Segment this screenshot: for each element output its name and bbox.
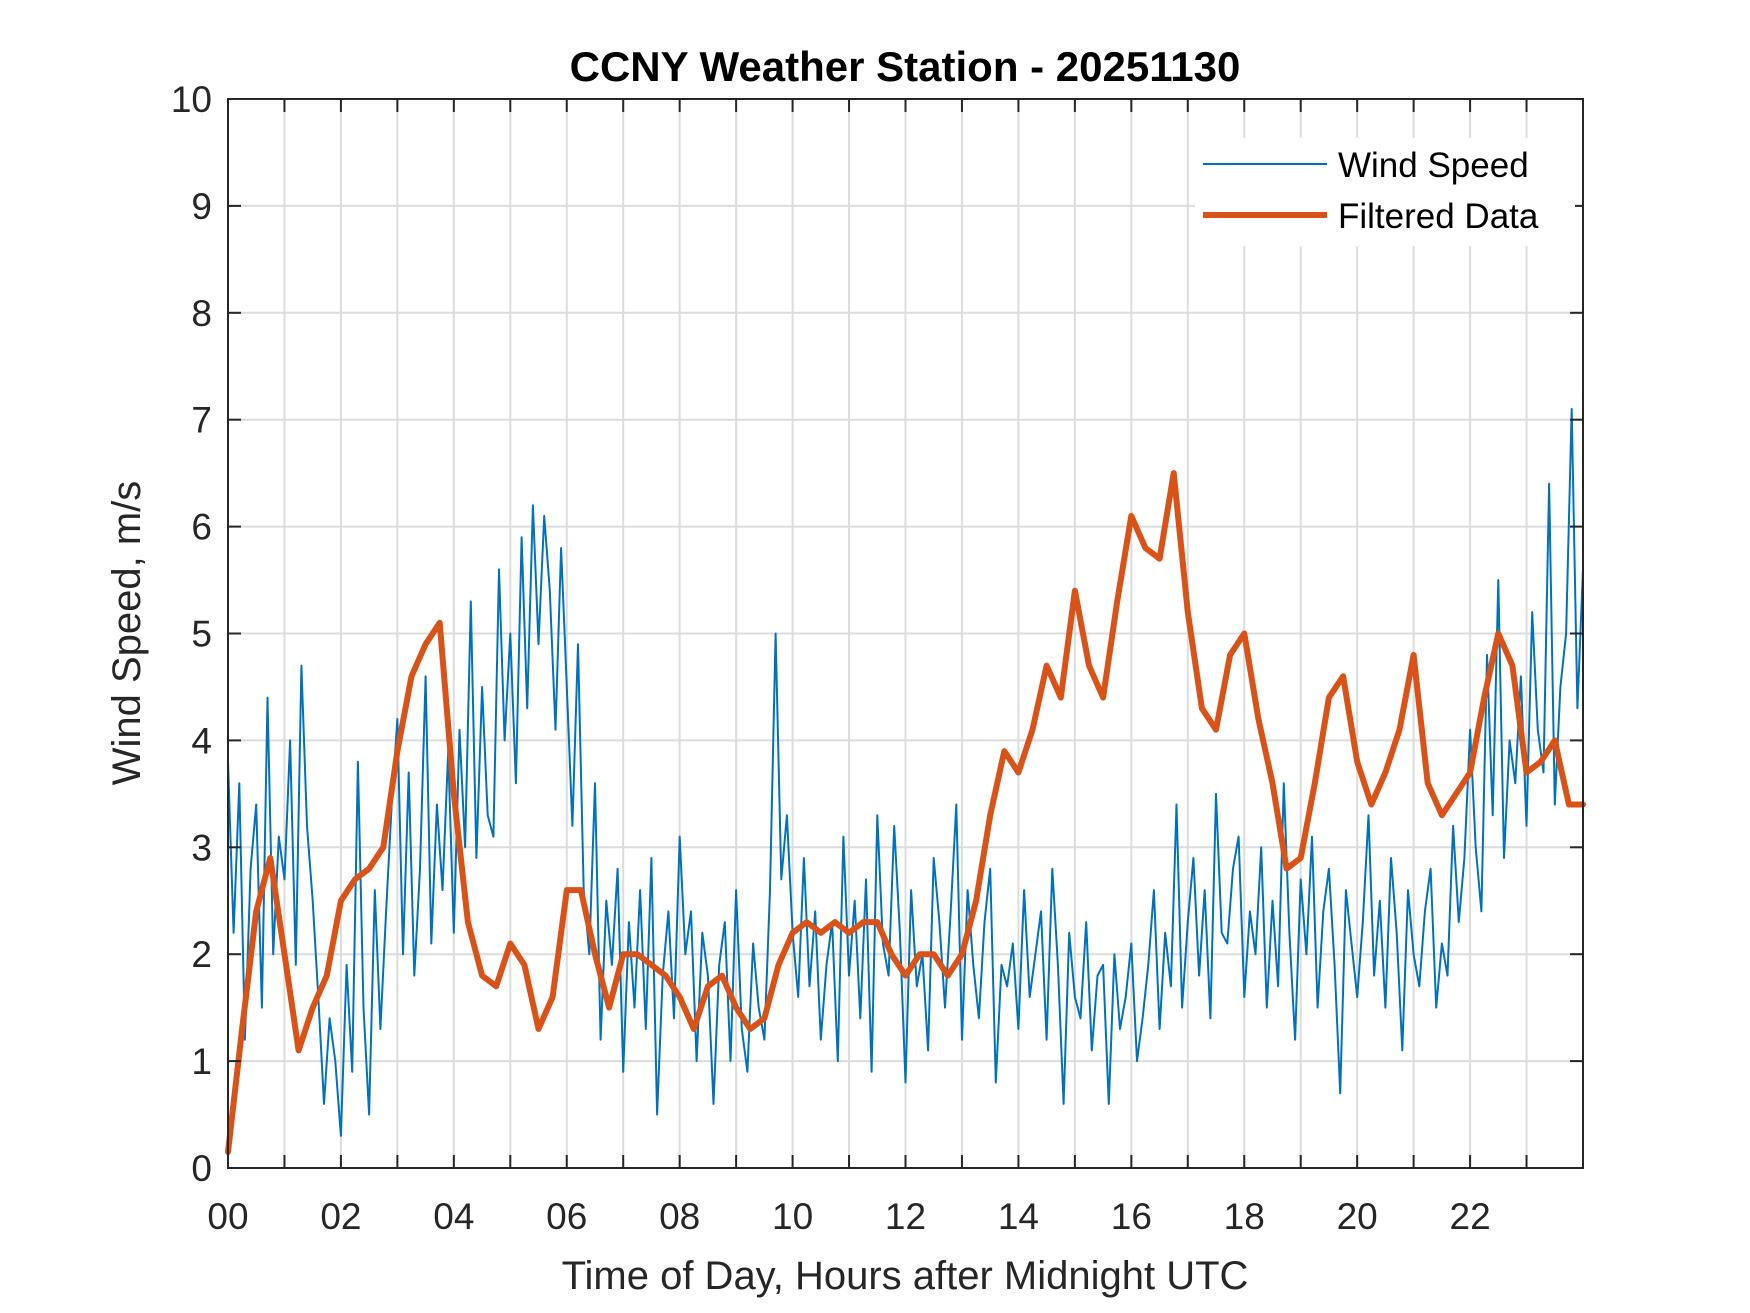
- y-tick-label: 5: [191, 614, 212, 655]
- chart-title: CCNY Weather Station - 20251130: [570, 43, 1241, 90]
- x-tick-label: 00: [207, 1196, 248, 1237]
- x-tick-label: 20: [1337, 1196, 1378, 1237]
- y-tick-label: 9: [191, 186, 212, 227]
- legend-background: [1195, 138, 1575, 246]
- y-tick-label: 10: [171, 79, 212, 120]
- y-tick-label: 1: [191, 1041, 212, 1082]
- x-tick-label: 06: [546, 1196, 587, 1237]
- y-axis-label: Wind Speed, m/s: [105, 481, 149, 786]
- y-tick-label: 2: [191, 934, 212, 975]
- axes-box: [227, 98, 1584, 1169]
- y-tick-label: 6: [191, 507, 212, 548]
- y-tick-label: 8: [191, 293, 212, 334]
- x-tick-label: 10: [772, 1196, 813, 1237]
- y-tick-label: 4: [191, 720, 212, 761]
- x-tick-label: 08: [659, 1196, 700, 1237]
- x-tick-label: 12: [885, 1196, 926, 1237]
- x-tick-label: 04: [433, 1196, 474, 1237]
- y-tick-label: 0: [191, 1148, 212, 1189]
- legend: Wind Speed Filtered Data: [1195, 138, 1575, 246]
- x-tick-label: 14: [998, 1196, 1039, 1237]
- axis-ticks: [228, 99, 1583, 1168]
- x-tick-label: 16: [1111, 1196, 1152, 1237]
- legend-label-wind-speed: Wind Speed: [1338, 146, 1529, 185]
- x-axis-label: Time of Day, Hours after Midnight UTC: [562, 1254, 1249, 1298]
- x-tick-labels: 00 02 04 06 08 10 12 14 16 18 20 22: [207, 1196, 1490, 1237]
- y-tick-label: 7: [191, 400, 212, 441]
- legend-label-filtered-data: Filtered Data: [1338, 197, 1539, 236]
- y-tick-labels: 0 1 2 3 4 5 6 7 8 9 10: [171, 79, 212, 1189]
- x-tick-label: 18: [1224, 1196, 1265, 1237]
- x-tick-label: 22: [1450, 1196, 1491, 1237]
- x-tick-label: 02: [320, 1196, 361, 1237]
- series-line-filtered-data: [225, 470, 1586, 1155]
- y-tick-label: 3: [191, 827, 212, 868]
